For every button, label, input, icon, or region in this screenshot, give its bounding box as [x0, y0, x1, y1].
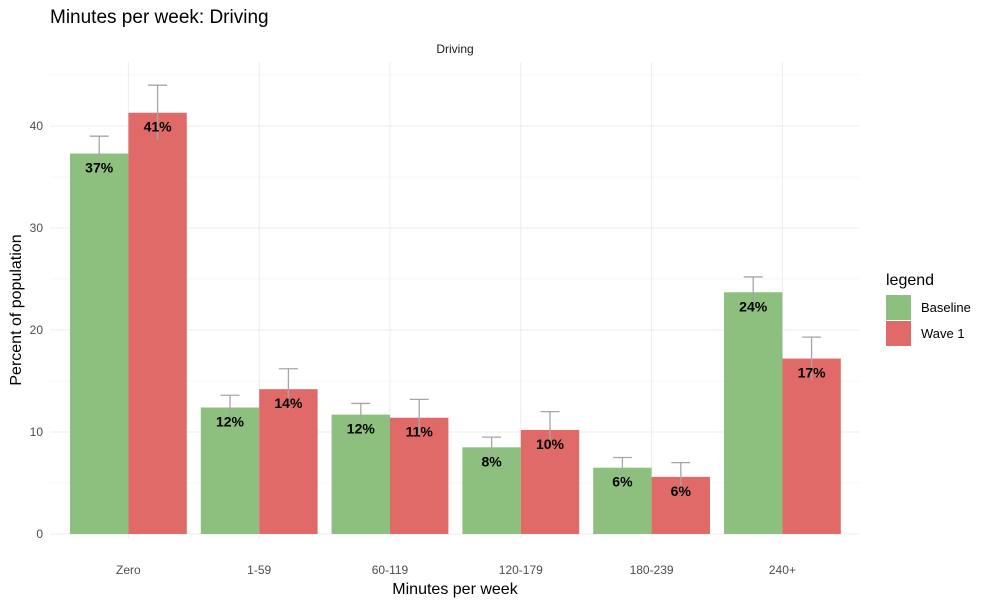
bar-data-label: 10%	[536, 436, 565, 452]
legend-swatch-wave-1	[886, 321, 911, 346]
x-tick-label: 1-59	[247, 563, 271, 577]
y-tick-label: 40	[30, 119, 44, 133]
bar-data-label: 12%	[347, 421, 376, 437]
y-axis-ticks: 0 10 20 30 40	[30, 119, 44, 541]
legend: legend Baseline Wave 1	[886, 272, 971, 346]
bar-data-label: 14%	[274, 395, 303, 411]
x-axis-title: Minutes per week	[392, 581, 518, 598]
bar-wave-1	[390, 417, 449, 534]
x-tick-label: Zero	[116, 563, 141, 577]
legend-label: Baseline	[921, 300, 971, 315]
bar-data-label: 24%	[739, 298, 768, 314]
facet-strip-label: Driving	[436, 42, 473, 56]
bars	[70, 112, 841, 535]
bar-baseline	[593, 467, 652, 534]
error-bars	[89, 84, 822, 491]
bar-wave-1	[782, 358, 841, 534]
y-tick-label: 30	[30, 221, 44, 235]
bar-data-label: 37%	[85, 160, 114, 176]
legend-swatch-baseline	[886, 295, 911, 320]
y-tick-label: 0	[36, 527, 43, 541]
y-tick-label: 20	[30, 323, 44, 337]
x-axis-ticks: Zero 1-59 60-119 120-179 180-239 240+	[116, 563, 796, 577]
bar-baseline	[724, 292, 783, 534]
bar-labels: 37% 12% 12% 8% 6% 24% 41% 14% 11% 10% 6% 17%	[85, 119, 826, 499]
bar-data-label: 6%	[671, 483, 692, 499]
bar-data-label: 41%	[144, 119, 173, 135]
bar-data-label: 17%	[798, 365, 827, 381]
bar-data-label: 12%	[216, 414, 245, 430]
bar-baseline	[200, 407, 260, 534]
bar-baseline	[331, 414, 390, 534]
x-tick-label: 180-239	[630, 563, 674, 577]
legend-title: legend	[886, 272, 934, 289]
bar-wave-1	[259, 389, 318, 534]
bar-data-label: 11%	[406, 424, 434, 440]
x-tick-label: 120-179	[499, 563, 543, 577]
y-tick-label: 10	[30, 425, 44, 439]
legend-label: Wave 1	[921, 326, 965, 341]
bar-baseline	[70, 153, 129, 535]
bar-data-label: 6%	[612, 474, 633, 490]
x-tick-label: 240+	[769, 563, 796, 577]
x-tick-label: 60-119	[372, 563, 409, 577]
bar-baseline	[462, 447, 521, 534]
bar-data-label: 8%	[481, 453, 502, 469]
chart-title: Minutes per week: Driving	[50, 7, 269, 28]
y-axis-title: Percent of population	[8, 234, 25, 385]
bar-wave-1	[128, 112, 187, 535]
